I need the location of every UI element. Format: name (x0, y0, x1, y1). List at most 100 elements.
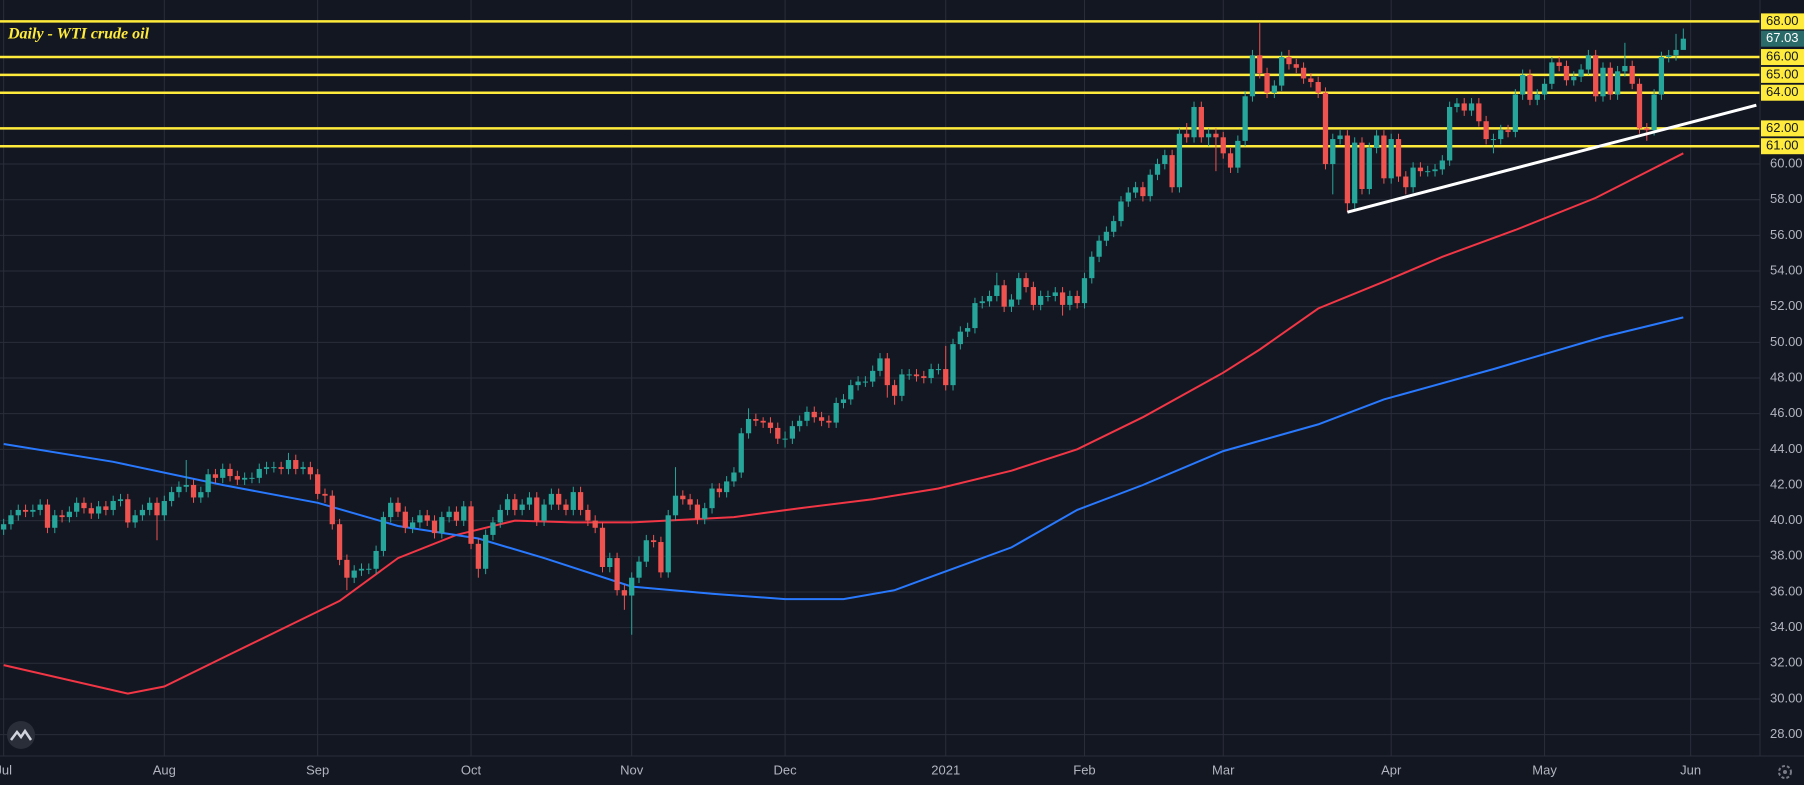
y-tick-label: 48.00 (1770, 369, 1803, 384)
x-tick-label: Oct (461, 762, 482, 777)
gear-icon[interactable] (1778, 765, 1792, 779)
candle-body (1045, 295, 1051, 297)
candle-body (870, 370, 876, 382)
candle-body (1169, 155, 1175, 188)
candle-body (74, 502, 80, 512)
y-tick-label: 54.00 (1770, 262, 1803, 277)
candle-body (190, 484, 197, 498)
candle-body (95, 506, 102, 514)
logo[interactable] (7, 721, 35, 749)
candle-body (760, 420, 766, 423)
candle-body (1600, 67, 1606, 97)
candle-body (1308, 78, 1314, 83)
candle-body (519, 504, 525, 510)
candle-body (388, 502, 394, 518)
candle-body (629, 577, 635, 596)
level-label-box (1761, 66, 1804, 83)
candle-body (1206, 133, 1212, 138)
candle-body (1666, 55, 1672, 58)
candle-body (1388, 139, 1394, 179)
candle-body (687, 499, 693, 505)
candle-body (1344, 135, 1351, 204)
candle-body (1425, 171, 1431, 173)
candle-body (409, 522, 416, 528)
candle-body (1381, 135, 1387, 179)
candle-body (88, 508, 94, 514)
level-label-box (1761, 84, 1804, 101)
x-tick-label: Jul (0, 762, 12, 777)
axes: 28.00 30.00 32.00 34.00 36.00 38.00 40.00 42.00… (0, 13, 1804, 777)
candle-body (577, 492, 584, 510)
level-label: 64.00 (1766, 84, 1799, 99)
candle-body (1030, 287, 1036, 305)
candle-body (1125, 192, 1131, 202)
candle-body (1490, 139, 1497, 141)
candle-body (1147, 174, 1153, 197)
candle-body (490, 522, 496, 535)
candle-body (665, 515, 671, 573)
candle-body (22, 509, 29, 512)
level-label-box (1761, 13, 1804, 30)
candle-body (1162, 155, 1168, 165)
candle-body (125, 499, 131, 523)
candle-body (563, 504, 569, 510)
candle-body (650, 540, 657, 543)
x-tick-label: Nov (620, 762, 644, 777)
y-tick-label: 58.00 (1770, 191, 1803, 206)
candle-body (117, 499, 124, 502)
candle-body (315, 474, 321, 494)
candle-body (497, 509, 503, 523)
candle-body (1644, 128, 1650, 131)
candle-body (139, 509, 146, 516)
candle-body (921, 376, 927, 378)
candle-body (446, 511, 452, 518)
candle-body (1585, 55, 1592, 70)
candle-body (1038, 295, 1044, 305)
y-tick-label: 38.00 (1770, 548, 1803, 563)
x-tick-label: Apr (1381, 762, 1402, 777)
candle-body (548, 493, 554, 505)
candle-body (30, 509, 36, 512)
candle-body (1257, 55, 1263, 74)
candle-body (453, 511, 460, 521)
candle-body (738, 433, 744, 473)
candle-body (1461, 103, 1467, 111)
candle-body (1417, 167, 1424, 172)
candle-body (1541, 83, 1548, 95)
candle-body (1373, 135, 1380, 148)
candle-body (848, 385, 854, 400)
candle-body (183, 484, 189, 487)
candle-body (884, 358, 890, 386)
candle-body (1593, 55, 1599, 97)
candle-body (694, 504, 701, 519)
candle-body (15, 509, 21, 516)
level-label-box (1761, 120, 1804, 137)
candle-body (242, 477, 248, 480)
x-tick-label: Aug (153, 762, 176, 777)
candle-body (826, 420, 832, 423)
candle-body (607, 558, 613, 567)
candle-body (891, 385, 898, 396)
candle-body (1279, 57, 1285, 86)
candle-body (965, 328, 971, 332)
candle-body (950, 344, 956, 386)
settings-button[interactable] (1778, 765, 1792, 779)
candle-body (585, 509, 591, 521)
candle-body (1067, 295, 1073, 305)
candle-body (1607, 67, 1613, 95)
candle-body (37, 504, 43, 510)
candle-body (1286, 57, 1292, 65)
candle-body (1658, 57, 1665, 95)
level-label-box (1761, 138, 1804, 155)
candle-body (534, 497, 540, 521)
candle-body (1395, 139, 1402, 177)
level-label-box (1761, 49, 1804, 66)
candle-body (592, 520, 598, 528)
candle-body (161, 501, 167, 516)
candle-body (1059, 292, 1066, 305)
candle-body (52, 515, 58, 528)
candle-body (906, 374, 912, 376)
y-tick-label: 36.00 (1770, 583, 1803, 598)
last-price-label: 67.03 (1766, 30, 1799, 45)
candle-body (1680, 38, 1686, 50)
